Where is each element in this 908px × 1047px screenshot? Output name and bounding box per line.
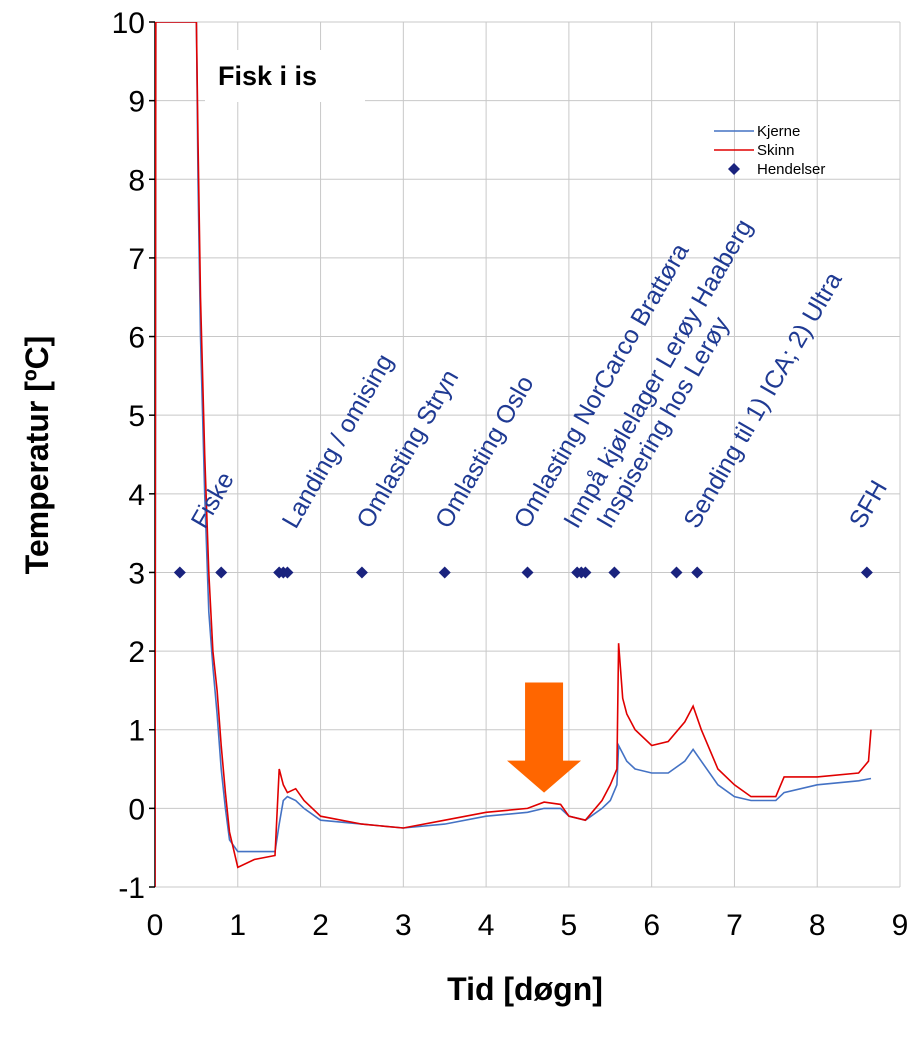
y-tick-label-6: 5 xyxy=(128,400,145,433)
y-tick-label-1: 0 xyxy=(128,793,145,826)
y-axis-title: Temperatur [ºC] xyxy=(19,336,55,575)
legend: Kjerne Skinn Hendelser xyxy=(714,123,825,178)
x-axis-title: Tid [døgn] xyxy=(447,971,603,1007)
legend-swatch-hendelser xyxy=(728,163,740,175)
y-tick-label-4: 3 xyxy=(128,557,145,590)
axes xyxy=(149,21,156,888)
y-tick-label-7: 6 xyxy=(128,322,145,355)
x-tick-label-2: 2 xyxy=(312,909,329,942)
series-line-kjerne xyxy=(155,22,872,887)
event-markers xyxy=(173,566,873,579)
y-tick-label-3: 2 xyxy=(128,636,145,669)
x-tick-label-1: 1 xyxy=(229,909,246,942)
y-tick-labels: -1 0 1 2 3 4 5 6 7 8 9 10 xyxy=(112,7,145,905)
legend-label-skinn: Skinn xyxy=(757,142,795,159)
event-marker-5 xyxy=(355,566,368,579)
x-tick-labels: 0 1 2 3 4 5 6 7 8 9 xyxy=(147,909,908,942)
x-tick-label-5: 5 xyxy=(561,909,578,942)
event-marker-6 xyxy=(438,566,451,579)
y-tick-label-0: -1 xyxy=(118,872,145,905)
y-tick-label-2: 1 xyxy=(128,715,145,748)
x-tick-label-0: 0 xyxy=(147,909,164,942)
annotation-box: Fisk i is xyxy=(205,50,365,102)
y-tick-label-11: 10 xyxy=(112,7,145,40)
event-marker-0 xyxy=(173,566,186,579)
legend-label-hendelser: Hendelser xyxy=(757,161,825,178)
x-tick-label-7: 7 xyxy=(726,909,743,942)
orange-arrow xyxy=(507,682,582,793)
event-marker-4 xyxy=(281,566,294,579)
event-marker-12 xyxy=(670,566,683,579)
legend-label-kjerne: Kjerne xyxy=(757,123,800,140)
series-line-skinn xyxy=(155,22,872,887)
event-marker-7 xyxy=(521,566,534,579)
arrow-shape xyxy=(507,682,582,793)
x-tick-label-6: 6 xyxy=(643,909,660,942)
x-tick-label-4: 4 xyxy=(478,909,495,942)
y-tick-label-8: 7 xyxy=(128,243,145,276)
x-tick-label-3: 3 xyxy=(395,909,412,942)
event-marker-13 xyxy=(691,566,704,579)
annotation-box-text: Fisk i is xyxy=(218,61,317,91)
y-tick-label-10: 9 xyxy=(128,86,145,119)
y-tick-label-9: 8 xyxy=(128,164,145,197)
x-tick-label-8: 8 xyxy=(809,909,826,942)
event-marker-14 xyxy=(860,566,873,579)
event-marker-1 xyxy=(215,566,228,579)
series-lines xyxy=(155,22,872,887)
x-tick-label-9: 9 xyxy=(892,909,908,942)
y-tick-label-5: 4 xyxy=(128,479,145,512)
event-marker-11 xyxy=(608,566,621,579)
event-marker-10 xyxy=(579,566,592,579)
